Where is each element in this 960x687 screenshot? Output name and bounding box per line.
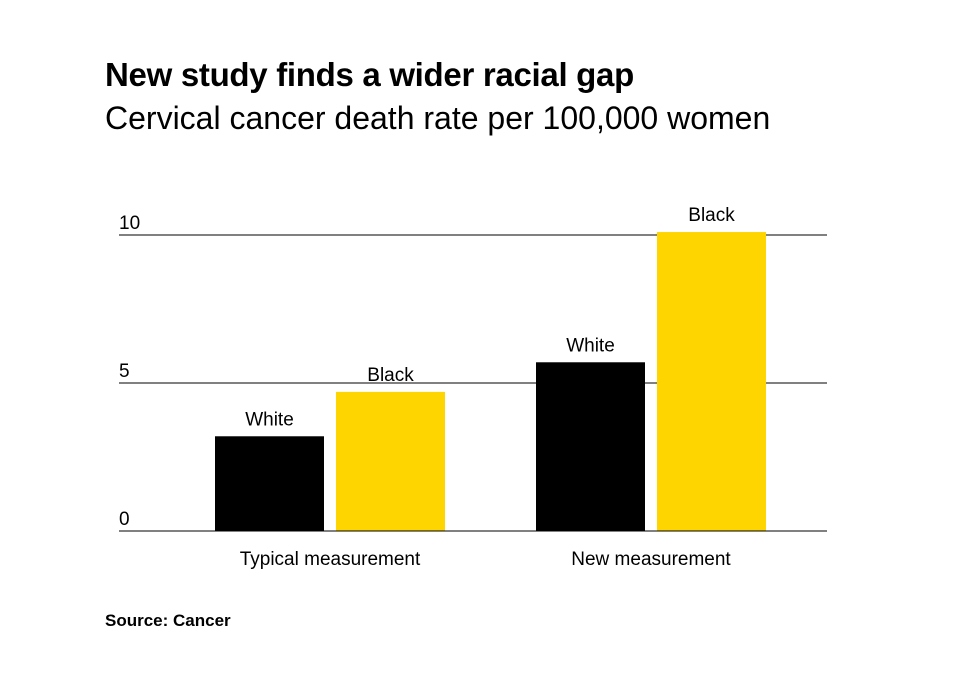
bar-label: White (566, 335, 615, 356)
y-tick-label: 0 (119, 509, 130, 530)
source-note: Source: Cancer (105, 611, 231, 630)
y-tick-label: 5 (119, 361, 130, 382)
y-tick-label: 10 (119, 213, 140, 234)
bar-label: Black (688, 205, 735, 226)
bar-label: White (245, 409, 294, 430)
chart-title: New study finds a wider racial gap (105, 56, 634, 93)
bar-black (336, 391, 445, 531)
chart-subtitle: Cervical cancer death rate per 100,000 w… (105, 100, 771, 136)
bar-label: Black (367, 365, 414, 386)
x-category-label: New measurement (571, 549, 731, 570)
bar-white (215, 436, 324, 531)
x-category-label: Typical measurement (240, 549, 421, 570)
bar-white (536, 362, 645, 531)
bar-black (657, 232, 766, 532)
